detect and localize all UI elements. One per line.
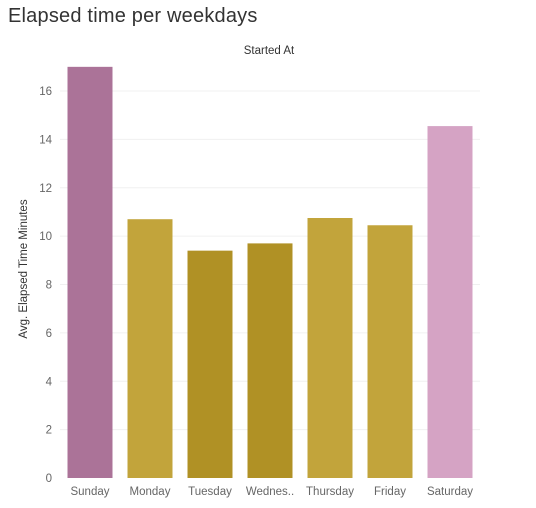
y-tick-label: 0	[46, 473, 52, 485]
bar-thursday[interactable]	[307, 218, 353, 478]
x-tick-label: Saturday	[427, 486, 473, 498]
x-tick-label: Tuesday	[188, 486, 232, 498]
y-tick-label: 4	[46, 376, 53, 388]
y-tick-label: 10	[39, 231, 52, 243]
y-axis-title: Avg. Elapsed Time Minutes	[18, 199, 30, 338]
y-tick-label: 12	[39, 183, 52, 195]
bar-friday[interactable]	[367, 225, 413, 478]
y-tick-label: 6	[46, 328, 52, 340]
column-header: Started At	[244, 45, 295, 57]
x-tick-label: Thursday	[306, 486, 354, 498]
y-tick-label: 14	[39, 134, 52, 146]
bar-saturday[interactable]	[427, 126, 473, 479]
bar-monday[interactable]	[127, 219, 173, 479]
y-tick-label: 8	[46, 280, 52, 292]
y-tick-label: 2	[46, 425, 52, 437]
x-tick-label: Monday	[130, 486, 171, 498]
bar-tuesday[interactable]	[187, 250, 233, 478]
x-axis-ticks: Sunday Monday Tuesday Wednes.. Thursday Frida…	[70, 486, 473, 498]
y-axis-ticks: 0 2 4 6 8 10 12 14 16	[39, 86, 52, 485]
y-tick-label: 16	[39, 86, 52, 98]
bars	[67, 66, 473, 479]
x-tick-label: Wednes..	[246, 486, 294, 498]
bar-wednes[interactable]	[247, 243, 293, 478]
x-tick-label: Sunday	[70, 486, 109, 498]
bar-sunday[interactable]	[67, 66, 113, 478]
x-tick-label: Friday	[374, 486, 406, 498]
chart-title: Elapsed time per weekdays	[8, 5, 258, 27]
